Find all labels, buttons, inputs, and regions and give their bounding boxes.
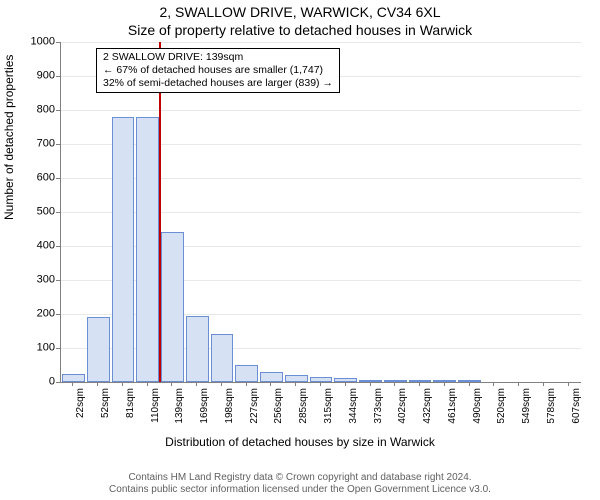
x-tick-label: 285sqm xyxy=(298,388,309,424)
annotation-line3: 32% of semi-detached houses are larger (… xyxy=(103,77,333,90)
x-tick-mark xyxy=(320,382,321,386)
x-tick-mark xyxy=(295,382,296,386)
x-tick-mark xyxy=(543,382,544,386)
x-tick-label: 139sqm xyxy=(174,388,185,424)
x-tick-mark xyxy=(419,382,420,386)
y-tick-label: 800 xyxy=(15,105,55,116)
x-tick-mark xyxy=(518,382,519,386)
x-tick-mark xyxy=(122,382,123,386)
annotation-box: 2 SWALLOW DRIVE: 139sqm ← 67% of detache… xyxy=(96,48,340,93)
y-tick-mark xyxy=(56,280,60,281)
x-tick-mark xyxy=(469,382,470,386)
x-tick-mark xyxy=(221,382,222,386)
chart-title-line2: Size of property relative to detached ho… xyxy=(0,22,600,38)
y-tick-mark xyxy=(56,212,60,213)
x-tick-label: 110sqm xyxy=(150,388,161,423)
histogram-bar xyxy=(211,334,234,382)
x-tick-mark xyxy=(246,382,247,386)
y-tick-mark xyxy=(56,348,60,349)
x-tick-label: 373sqm xyxy=(373,388,384,424)
x-tick-mark xyxy=(72,382,73,386)
grid-line xyxy=(61,42,581,43)
y-tick-label: 0 xyxy=(15,377,55,388)
y-tick-mark xyxy=(56,144,60,145)
grid-line xyxy=(61,110,581,111)
x-tick-label: 402sqm xyxy=(397,388,408,424)
y-tick-mark xyxy=(56,76,60,77)
y-tick-mark xyxy=(56,110,60,111)
x-tick-mark xyxy=(270,382,271,386)
y-tick-label: 400 xyxy=(15,241,55,252)
footer-line2: Contains public sector information licen… xyxy=(0,484,600,496)
annotation-line2: ← 67% of detached houses are smaller (1,… xyxy=(103,64,333,77)
histogram-bar xyxy=(161,232,184,382)
footer-line1: Contains HM Land Registry data © Crown c… xyxy=(0,472,600,484)
histogram-bar xyxy=(235,365,258,382)
x-tick-label: 578sqm xyxy=(546,388,557,424)
x-axis-label: Distribution of detached houses by size … xyxy=(0,435,600,449)
x-tick-mark xyxy=(345,382,346,386)
histogram-bar xyxy=(285,375,308,382)
y-tick-mark xyxy=(56,246,60,247)
y-tick-label: 600 xyxy=(15,173,55,184)
histogram-bar xyxy=(62,374,85,383)
x-tick-mark xyxy=(568,382,569,386)
x-tick-mark xyxy=(444,382,445,386)
x-tick-mark xyxy=(370,382,371,386)
x-tick-mark xyxy=(493,382,494,386)
y-tick-label: 700 xyxy=(15,139,55,150)
y-axis-label: Number of detached properties xyxy=(2,55,16,220)
x-tick-mark xyxy=(171,382,172,386)
y-tick-label: 1000 xyxy=(15,37,55,48)
chart-footer: Contains HM Land Registry data © Crown c… xyxy=(0,472,600,496)
x-tick-label: 81sqm xyxy=(125,388,136,418)
y-tick-mark xyxy=(56,314,60,315)
y-tick-label: 500 xyxy=(15,207,55,218)
x-tick-label: 22sqm xyxy=(75,388,86,418)
x-tick-label: 549sqm xyxy=(521,388,532,424)
x-tick-label: 520sqm xyxy=(496,388,507,424)
x-tick-label: 315sqm xyxy=(323,388,334,424)
plot-area: 2 SWALLOW DRIVE: 139sqm ← 67% of detache… xyxy=(60,42,581,383)
x-tick-label: 52sqm xyxy=(100,388,111,418)
x-tick-label: 227sqm xyxy=(249,388,260,424)
y-tick-mark xyxy=(56,42,60,43)
x-tick-mark xyxy=(147,382,148,386)
histogram-bar xyxy=(136,117,159,382)
x-tick-label: 169sqm xyxy=(199,388,210,424)
histogram-bar xyxy=(112,117,135,382)
x-tick-label: 344sqm xyxy=(348,388,359,424)
annotation-line1: 2 SWALLOW DRIVE: 139sqm xyxy=(103,51,333,64)
y-tick-mark xyxy=(56,178,60,179)
x-tick-mark xyxy=(196,382,197,386)
x-tick-label: 198sqm xyxy=(224,388,235,424)
reference-line xyxy=(159,42,161,382)
x-tick-label: 256sqm xyxy=(273,388,284,424)
y-tick-mark xyxy=(56,382,60,383)
histogram-bar xyxy=(260,372,283,382)
x-tick-label: 432sqm xyxy=(422,388,433,424)
y-tick-label: 100 xyxy=(15,343,55,354)
y-tick-label: 300 xyxy=(15,275,55,286)
y-tick-label: 200 xyxy=(15,309,55,320)
histogram-bar xyxy=(186,316,209,382)
x-tick-mark xyxy=(97,382,98,386)
x-tick-label: 607sqm xyxy=(571,388,582,424)
y-tick-label: 900 xyxy=(15,71,55,82)
x-tick-mark xyxy=(394,382,395,386)
chart-title-line1: 2, SWALLOW DRIVE, WARWICK, CV34 6XL xyxy=(0,4,600,20)
histogram-bar xyxy=(87,317,110,382)
x-tick-label: 490sqm xyxy=(472,388,483,424)
x-tick-label: 461sqm xyxy=(447,388,458,424)
